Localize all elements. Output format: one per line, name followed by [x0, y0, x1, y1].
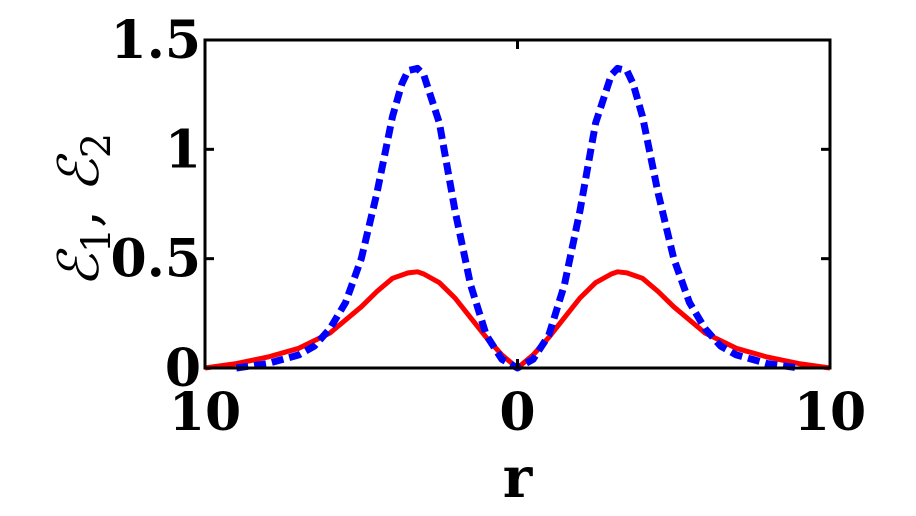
x-tick-label: 10	[169, 382, 241, 443]
x-axis-label: r	[503, 445, 534, 511]
y-label-symbol-2: ℰ	[47, 153, 112, 192]
y-label-subscript-1: 1	[74, 228, 120, 253]
series-line-2	[235, 64, 800, 372]
series-layer	[204, 64, 831, 372]
x-tick-label: 0	[499, 382, 535, 443]
plot-frame	[203, 38, 832, 370]
y-tick-label: 1	[165, 119, 201, 180]
y-label-separator: ,	[47, 192, 112, 228]
tick-layer	[203, 38, 832, 370]
y-axis-label: ℰ1, ℰ2	[47, 133, 120, 287]
y-tick-label: 0.5	[111, 229, 201, 290]
y-label-subscript-2: 2	[74, 133, 120, 158]
x-tick-label: 10	[794, 382, 866, 443]
svg-text:ℰ1, ℰ2: ℰ1, ℰ2	[47, 133, 120, 287]
y-label-symbol-1: ℰ	[47, 248, 112, 287]
y-tick-label: 0	[165, 338, 201, 399]
y-tick-label: 1.5	[111, 10, 201, 71]
